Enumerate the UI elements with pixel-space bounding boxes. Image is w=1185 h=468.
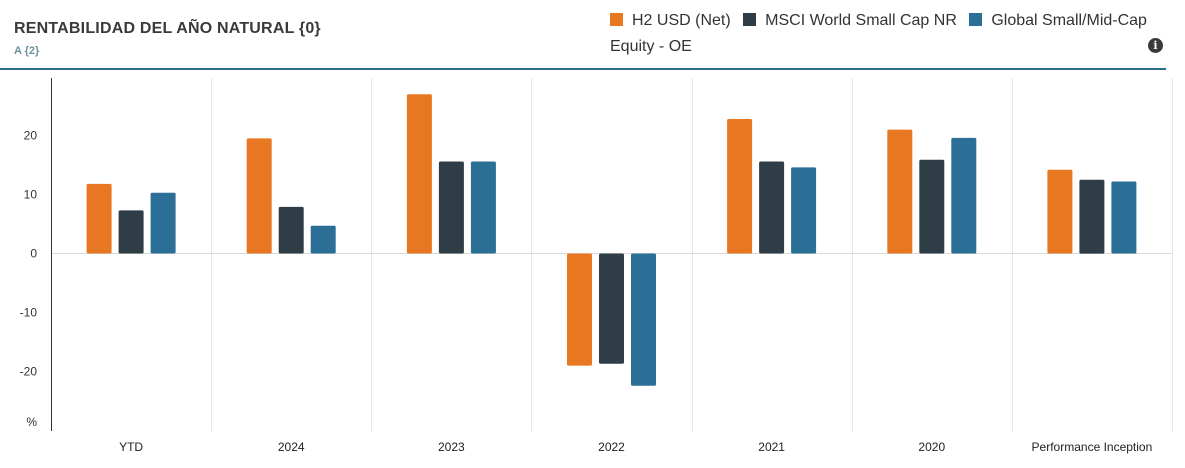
bar bbox=[1079, 179, 1105, 254]
bar bbox=[310, 225, 336, 254]
bar bbox=[791, 167, 817, 254]
legend-swatch bbox=[610, 13, 623, 26]
bar bbox=[246, 138, 272, 254]
x-category-label: 2020 bbox=[918, 440, 945, 454]
bar bbox=[951, 137, 977, 254]
bar bbox=[118, 210, 144, 254]
info-icon[interactable]: i bbox=[1148, 38, 1163, 53]
x-category-label: 2021 bbox=[758, 440, 785, 454]
x-category-label: 2024 bbox=[278, 440, 305, 454]
chart-legend: H2 USD (Net) MSCI World Small Cap NR Glo… bbox=[610, 8, 1150, 60]
legend-label: H2 USD (Net) bbox=[632, 12, 731, 29]
legend-label: Global Small/Mid-Cap Equity - OE bbox=[610, 12, 1147, 55]
bar bbox=[631, 253, 656, 386]
x-category-label: YTD bbox=[119, 440, 143, 454]
bar bbox=[727, 119, 753, 254]
bar bbox=[887, 129, 913, 254]
chart-subtitle: A {2} bbox=[14, 45, 40, 57]
bar bbox=[406, 94, 432, 254]
bar bbox=[1111, 181, 1137, 254]
y-tick-label: 20 bbox=[24, 129, 38, 143]
legend-item-h2-usd[interactable]: H2 USD (Net) bbox=[610, 12, 739, 29]
bar bbox=[438, 161, 464, 254]
bar bbox=[567, 253, 592, 366]
x-category-label: 2022 bbox=[598, 440, 625, 454]
chart-header: RENTABILIDAD DEL AÑO NATURAL {0} A {2} H… bbox=[0, 0, 1166, 70]
y-tick-label: -10 bbox=[20, 306, 38, 320]
y-axis-unit-label: % bbox=[26, 415, 37, 429]
x-category-label: 2023 bbox=[438, 440, 465, 454]
x-category-label: Performance Inception bbox=[1032, 440, 1153, 454]
bar bbox=[1047, 169, 1073, 254]
bar bbox=[150, 192, 176, 254]
bar bbox=[919, 159, 945, 254]
bar bbox=[599, 253, 624, 364]
bar bbox=[470, 161, 496, 254]
legend-swatch bbox=[969, 13, 983, 26]
bar bbox=[759, 161, 785, 254]
legend-item-msci-world[interactable]: MSCI World Small Cap NR bbox=[743, 12, 965, 29]
y-tick-label: 10 bbox=[24, 188, 38, 202]
y-tick-label: 0 bbox=[30, 247, 37, 261]
bar bbox=[278, 206, 304, 254]
y-tick-label: -20 bbox=[20, 365, 38, 379]
legend-item-category-average[interactable]: Global Small/Mid-Cap Equity - OE bbox=[610, 12, 1147, 55]
legend-label: MSCI World Small Cap NR bbox=[765, 12, 957, 29]
legend-swatch bbox=[743, 13, 757, 26]
bar bbox=[86, 183, 112, 254]
chart-title: RENTABILIDAD DEL AÑO NATURAL {0} bbox=[14, 20, 321, 37]
